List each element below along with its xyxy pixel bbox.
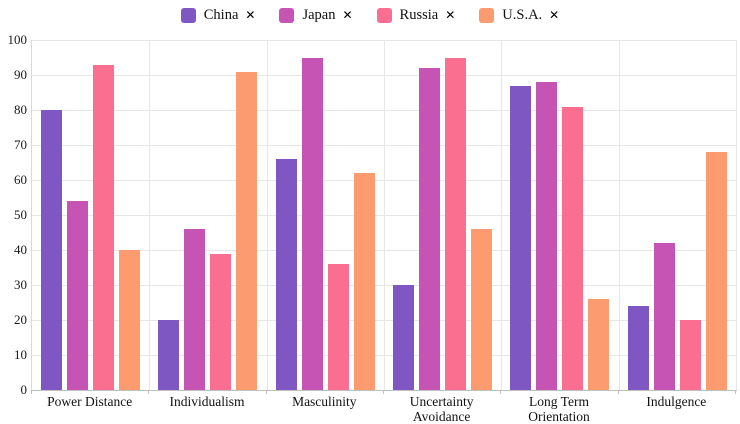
bar-japan-individualism[interactable] [184, 229, 206, 390]
bar-group-indulgence [619, 40, 736, 390]
bar-u-s-a-masculinity[interactable] [353, 173, 375, 390]
legend-swatch-japan [279, 7, 295, 23]
bar-japan-long-term-orientation[interactable] [536, 82, 558, 390]
legend-item-japan[interactable]: Japan ✕ [279, 6, 353, 24]
y-tick-label-40: 40 [14, 242, 27, 257]
legend-item-u-s-a[interactable]: U.S.A. ✕ [479, 7, 559, 24]
x-axis-tick [735, 390, 736, 394]
bar-russia-masculinity[interactable] [327, 264, 349, 390]
bar-japan-uncertainty-avoidance[interactable] [419, 68, 441, 390]
y-tick-label-80: 80 [14, 102, 27, 117]
bar-u-s-a-long-term-orientation[interactable] [588, 299, 610, 390]
bar-russia-indulgence[interactable] [679, 320, 701, 390]
bar-japan-indulgence[interactable] [653, 243, 675, 390]
y-tick-label-30: 30 [14, 277, 27, 292]
x-axis-tick [383, 390, 384, 394]
bar-group-long-term-orientation [501, 40, 618, 390]
legend-swatch-china [180, 7, 196, 23]
y-tick-label-60: 60 [14, 172, 27, 187]
bar-japan-masculinity[interactable] [301, 57, 323, 390]
legend-swatch-u-s-a [479, 7, 495, 23]
legend-label-china: China [203, 6, 239, 23]
legend-swatch-russia [376, 7, 392, 23]
y-tick-label-0: 0 [20, 382, 28, 397]
bar-group-uncertainty-avoidance [384, 40, 501, 390]
legend-label-russia: Russia [399, 6, 439, 23]
x-category-label-indulgence: Indulgence [646, 394, 707, 409]
x-category-label-uncertainty-avoidance: Uncertainty Avoidance [409, 394, 474, 424]
bar-group-individualism [149, 40, 266, 390]
bar-russia-uncertainty-avoidance[interactable] [445, 57, 467, 390]
y-tick-label-20: 20 [14, 312, 27, 327]
bar-china-power-distance[interactable] [41, 110, 63, 390]
bar-group-masculinity [267, 40, 384, 390]
bar-china-indulgence[interactable] [627, 306, 649, 390]
x-category-label-power-distance: Power Distance [47, 394, 133, 409]
x-category-label-individualism: Individualism [169, 394, 245, 409]
bar-china-masculinity[interactable] [275, 159, 297, 390]
bar-group-power-distance [32, 40, 149, 390]
legend-remove-icon[interactable]: ✕ [445, 8, 456, 22]
bar-russia-power-distance[interactable] [93, 64, 115, 390]
legend-remove-icon[interactable]: ✕ [245, 8, 256, 22]
bar-china-long-term-orientation[interactable] [510, 85, 532, 390]
legend-item-russia[interactable]: Russia ✕ [376, 6, 456, 24]
x-category-label-masculinity: Masculinity [292, 394, 357, 409]
bar-russia-long-term-orientation[interactable] [562, 106, 584, 390]
y-tick-label-90: 90 [14, 67, 27, 82]
bar-russia-individualism[interactable] [210, 253, 232, 390]
legend-label-u-s-a: U.S.A. [502, 6, 543, 23]
y-tick-label-10: 10 [14, 347, 27, 362]
legend-remove-icon[interactable]: ✕ [342, 8, 353, 22]
plot-area [31, 40, 737, 391]
x-axis-tick [618, 390, 619, 394]
bar-u-s-a-power-distance[interactable] [119, 250, 141, 390]
x-axis-tick [31, 390, 32, 394]
bar-china-individualism[interactable] [158, 320, 180, 390]
y-tick-label-70: 70 [14, 137, 27, 152]
y-tick-label-50: 50 [14, 207, 27, 222]
bar-u-s-a-uncertainty-avoidance[interactable] [471, 229, 493, 390]
x-axis-tick [266, 390, 267, 394]
bar-china-uncertainty-avoidance[interactable] [393, 285, 415, 390]
x-category-label-long-term-orientation: Long Term Orientation [528, 394, 590, 424]
legend-label-japan: Japan [302, 6, 336, 23]
legend-item-china[interactable]: China ✕ [180, 6, 256, 24]
bar-japan-power-distance[interactable] [67, 201, 89, 390]
x-axis-tick [148, 390, 149, 394]
legend-remove-icon[interactable]: ✕ [549, 8, 560, 22]
legend: China ✕ Japan ✕ Russia ✕ U.S.A. ✕ [0, 3, 740, 27]
y-tick-label-100: 100 [7, 32, 28, 47]
bar-u-s-a-individualism[interactable] [236, 71, 258, 390]
bar-u-s-a-indulgence[interactable] [705, 152, 727, 390]
x-axis-tick [500, 390, 501, 394]
